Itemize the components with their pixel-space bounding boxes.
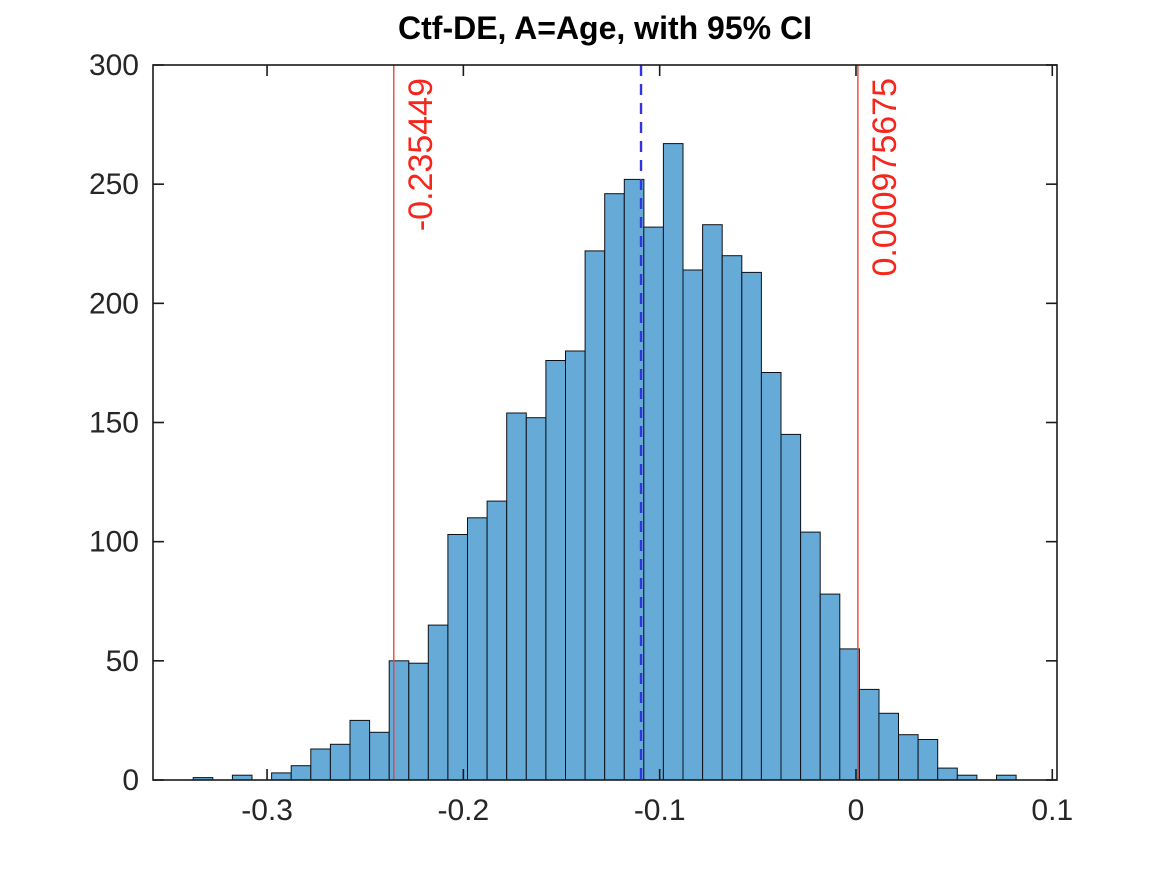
histogram-bar [760,372,782,781]
histogram-bar [878,712,900,781]
histogram-bar [800,531,821,781]
y-axis-tick-label: 250 [89,168,139,201]
histogram-bar [290,765,312,781]
histogram-bar [506,412,527,781]
histogram-bar [682,269,704,781]
histogram-bar [702,224,723,781]
x-axis-tick-label: 0.1 [1031,794,1073,827]
histogram-bar [937,767,958,781]
histogram-bar [467,517,488,781]
y-axis-tick-label: 100 [89,526,139,559]
x-axis-tick-label: 0 [848,794,865,827]
histogram-bar [329,743,351,781]
histogram-bar [369,731,390,781]
histogram-bar [565,350,586,781]
histogram-bar [917,739,939,781]
histogram-bar [662,143,684,781]
chart-title: Ctf-DE, A=Age, with 95% CI [398,10,812,46]
y-axis-tick-label: 150 [89,407,139,440]
y-axis-tick-label: 200 [89,287,139,320]
x-axis-tick-label: -0.3 [241,794,293,827]
histogram-bar [310,748,331,781]
histogram-bar [427,624,449,781]
histogram-bar [643,226,664,781]
histogram-bar [388,660,410,781]
histogram-bar [584,250,606,781]
histogram-bar [839,648,860,781]
histogram-bar [408,662,429,781]
y-axis-tick-label: 0 [122,764,139,797]
ci-upper-label: 0.000975675 [866,78,904,277]
histogram-bar [780,433,802,781]
histogram-bar [525,417,547,781]
ci-lower-label: -0.235449 [402,78,440,231]
x-axis-tick-label: -0.1 [634,794,686,827]
histogram-bar [486,500,508,781]
histogram-bar [271,772,292,781]
histogram-bar [545,360,567,781]
y-axis-tick-label: 300 [89,49,139,82]
x-axis-tick-label: -0.2 [438,794,490,827]
histogram-bar [741,271,762,781]
histogram-bar [898,734,919,781]
histogram-bar [604,193,625,781]
y-axis-tick-label: 50 [106,645,139,678]
histogram-bar [447,534,468,781]
histogram-bar [721,255,743,781]
histogram-bar [858,688,880,781]
histogram-bar [349,719,371,781]
histogram-bar [623,178,645,781]
histogram-bar [819,593,841,781]
